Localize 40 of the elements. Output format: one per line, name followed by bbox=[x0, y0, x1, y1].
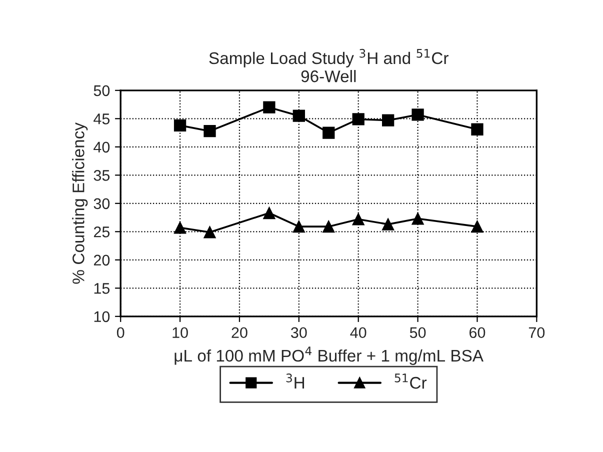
x-tick-label: 0 bbox=[116, 327, 124, 338]
x-tick-label: 30 bbox=[291, 327, 307, 338]
x-axis-title: μL of 100 mM PO$^{4}$ Buffer + 1 mg/mL BSA bbox=[174, 346, 484, 365]
point bbox=[263, 101, 276, 114]
x-tick-label: 10 bbox=[172, 327, 188, 338]
y-tick-label: 20 bbox=[94, 254, 110, 266]
chart-title: Sample Load Study $^{3}$H and $^{51}$Cr 96-Well bbox=[209, 48, 448, 82]
point bbox=[322, 220, 335, 233]
y-tick-label: 40 bbox=[94, 142, 110, 153]
point bbox=[412, 108, 424, 121]
point bbox=[204, 125, 216, 138]
point bbox=[382, 218, 394, 230]
point bbox=[174, 119, 186, 132]
y-tick-label: 25 bbox=[94, 226, 110, 238]
point bbox=[292, 110, 305, 122]
point bbox=[263, 206, 276, 220]
y-tick-label: 15 bbox=[94, 283, 110, 294]
point bbox=[352, 213, 364, 226]
x-tick-label: 70 bbox=[528, 327, 545, 338]
x-tick-label: 50 bbox=[410, 327, 426, 338]
point bbox=[204, 226, 216, 238]
point bbox=[292, 220, 305, 233]
point bbox=[174, 222, 186, 234]
y-tick-label: 35 bbox=[94, 170, 110, 181]
point bbox=[382, 114, 394, 126]
legend-label: $^{51}$Cr bbox=[394, 374, 427, 389]
point bbox=[471, 123, 484, 136]
x-tick-label: 60 bbox=[470, 327, 486, 338]
point bbox=[352, 113, 364, 126]
y-axis-title: % Counting Efficiency bbox=[72, 122, 88, 284]
y-tick-label: 30 bbox=[94, 198, 110, 210]
y-tick-label: 45 bbox=[94, 114, 110, 124]
point bbox=[471, 220, 484, 233]
y-tick-label: 10 bbox=[94, 311, 110, 322]
legend-label: $^{3}$H bbox=[286, 374, 304, 389]
x-tick-label: 20 bbox=[232, 327, 248, 338]
point bbox=[322, 126, 335, 139]
point bbox=[412, 212, 424, 225]
y-tick-label: 50 bbox=[94, 85, 110, 96]
x-tick-label: 40 bbox=[350, 327, 366, 338]
